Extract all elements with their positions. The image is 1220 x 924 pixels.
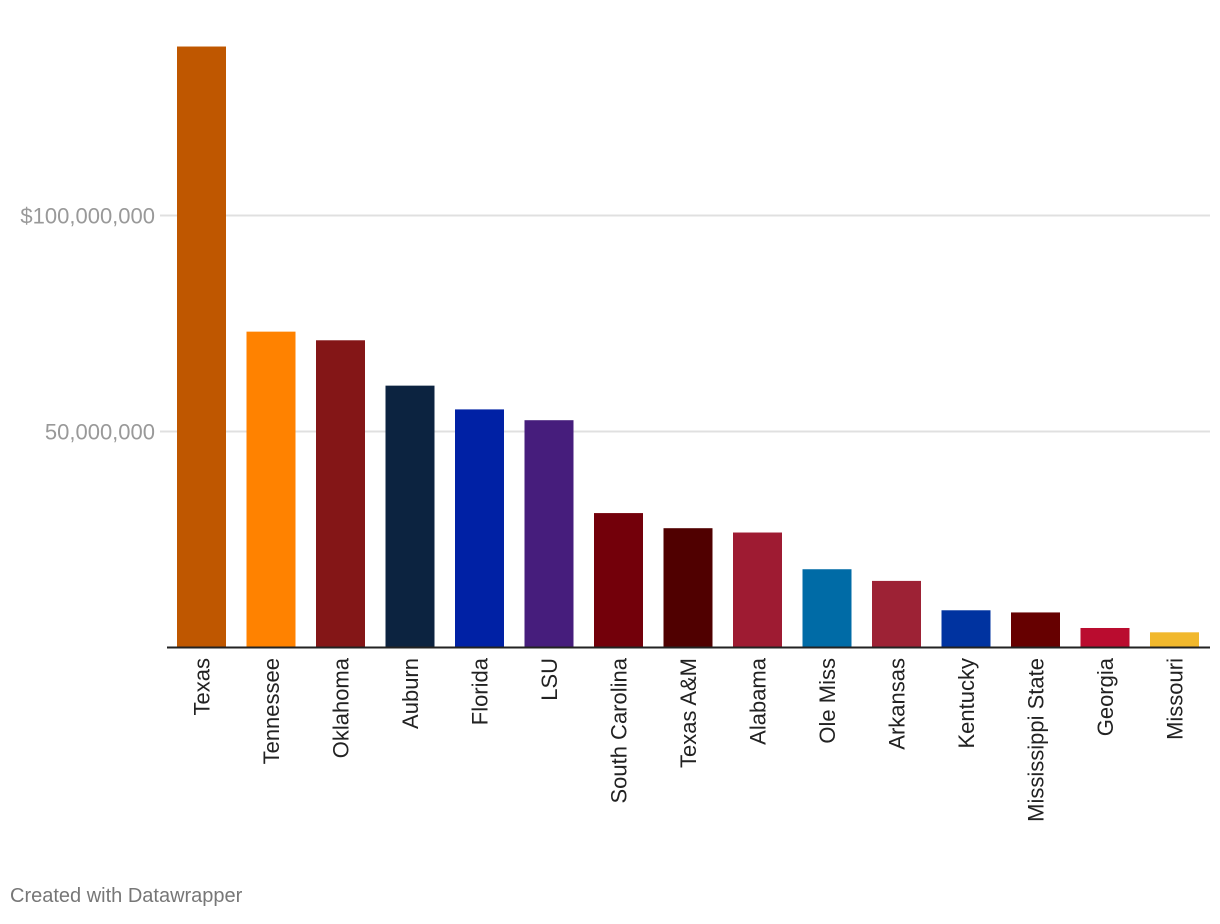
category-labels: Texas Tennessee Oklahoma Auburn Florida LSU So… [190, 657, 1188, 822]
bar-auburn[interactable] [385, 385, 435, 647]
bar-alabama[interactable] [733, 532, 782, 647]
x-tick-label: Arkansas [885, 658, 910, 750]
x-tick-label: Alabama [746, 657, 771, 745]
x-tick-label: Florida [468, 657, 493, 725]
bar-south-carolina[interactable] [594, 513, 643, 647]
bar-georgia[interactable] [1080, 627, 1130, 647]
x-tick-label: Oklahoma [329, 657, 354, 758]
x-tick-label: Georgia [1093, 657, 1118, 736]
bar-kentucky[interactable] [941, 610, 991, 647]
x-tick-label: South Carolina [607, 657, 632, 803]
bar-tennessee[interactable] [246, 331, 296, 647]
x-tick-label: Texas A&M [676, 658, 701, 768]
bars [177, 46, 1199, 647]
x-tick-label: Mississippi State [1024, 658, 1049, 822]
x-tick-label: Texas [190, 658, 215, 715]
x-tick-label: Tennessee [259, 658, 284, 764]
bar-missouri[interactable] [1150, 632, 1199, 647]
bar-arkansas[interactable] [872, 580, 921, 647]
x-tick-label: Auburn [398, 658, 423, 729]
bar-oklahoma[interactable] [316, 340, 365, 647]
x-tick-label: LSU [537, 658, 562, 701]
bar-lsu[interactable] [524, 420, 574, 647]
y-tick-label: 50,000,000 [45, 420, 155, 445]
x-tick-label: Missouri [1163, 658, 1188, 740]
bar-florida[interactable] [455, 409, 504, 647]
gridlines: 50,000,000 $100,000,000 [20, 204, 1210, 445]
x-tick-label: Ole Miss [815, 658, 840, 744]
bar-texas-a-m[interactable] [663, 528, 713, 647]
bar-mississippi-state[interactable] [1011, 612, 1060, 647]
bar-texas[interactable] [177, 46, 226, 647]
y-tick-label: $100,000,000 [20, 204, 155, 229]
bar-ole-miss[interactable] [802, 569, 852, 647]
x-tick-label: Kentucky [954, 658, 979, 749]
datawrapper-credit: Created with Datawrapper [10, 885, 243, 907]
